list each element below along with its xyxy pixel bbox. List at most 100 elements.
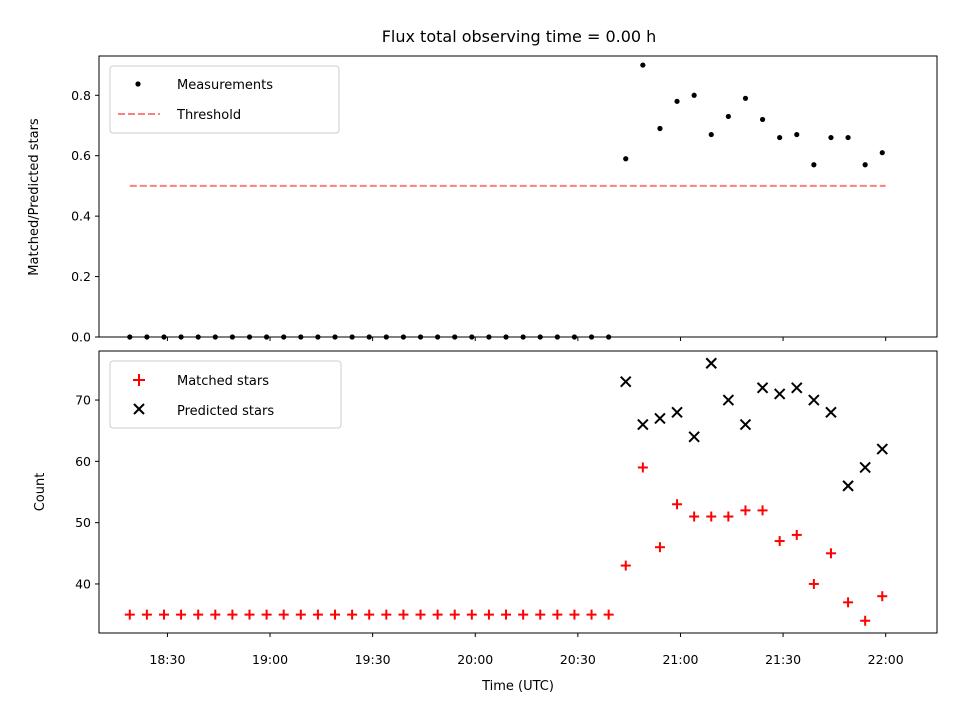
chart-title: Flux total observing time = 0.00 h [382,27,657,46]
top-y-tick-label: 0.4 [71,209,91,224]
measurement-point [811,162,817,168]
matched-stars-point [808,578,819,589]
matched-stars-point [843,597,854,608]
matched-stars-point [791,529,802,540]
predicted-stars-mark-b [688,431,700,443]
predicted-stars-mark-b [654,412,666,425]
matched-stars-point [620,560,631,571]
legend-matched-marker [133,374,145,386]
matched-stars-point [261,609,272,620]
measurement-point [742,95,749,101]
bottom-y-axis-label: Count [33,473,48,512]
matched-stars-point [637,462,648,473]
predicted-stars-point [654,412,666,425]
bottom-y-tick-label: 60 [75,454,91,469]
top-y-axis-label: Matched/Predicted stars [27,118,42,276]
predicted-stars-point [859,461,871,474]
bottom-x-ticks: 18:30 19:00 19:30 20:00 20:30 21:00 21:30 22:00 [149,633,904,667]
measurement-point [623,156,629,162]
predicted-stars-mark-b [705,357,717,369]
predicted-stars-mark-b [620,375,632,388]
matched-stars-point [415,609,426,620]
x-axis-label: Time (UTC) [481,679,554,694]
bottom-y-tick-label: 70 [75,393,91,408]
matched-stars-point [654,542,665,553]
predicted-stars-point [688,431,700,443]
measurement-point [759,116,766,123]
matched-stars-point [860,615,871,626]
bottom-y-ticks: 40 50 60 70 [75,393,99,591]
measurement-point [657,125,663,132]
matched-stars-point [672,499,683,510]
x-tick-label: 19:30 [355,652,391,667]
matched-stars-point [141,609,152,620]
measurement-point [828,134,834,141]
top-y-tick-label: 0.0 [71,330,91,345]
measurement-point [725,113,731,120]
matched-stars-point [176,609,187,620]
matched-stars-point [158,609,169,620]
matched-stars-point [124,609,135,620]
legend-predicted-label: Predicted stars [177,404,274,419]
predicted-stars-point [671,406,683,419]
x-tick-label: 20:00 [457,652,493,667]
matched-stars-point [295,609,306,620]
predicted-stars-point [620,375,632,388]
matched-stars-point [210,609,221,620]
matched-stars-point [518,609,529,620]
measurement-point [845,134,851,141]
matched-stars-point [227,609,238,620]
bottom-legend: Matched stars Predicted stars [109,360,342,429]
matched-stars-point [706,511,717,522]
matched-stars-point [364,609,375,620]
top-y-tick-label: 0.2 [71,269,91,284]
measurement-point [777,134,783,141]
measurement-point [862,162,868,168]
predicted-stars-mark-b [808,394,820,406]
bottom-y-tick-label: 40 [75,576,91,591]
x-tick-label: 21:30 [765,652,801,667]
predicted-stars-mark-b [825,406,837,419]
matched-stars-point [449,609,460,620]
predicted-stars-mark-b [756,382,769,394]
bottom-legend-box [109,360,342,429]
predicted-stars-point [876,443,888,455]
matched-stars-point [466,609,477,620]
predicted-stars-mark-b [722,394,735,406]
top-y-tick-label: 0.8 [71,88,91,103]
predicted-stars-mark-b [773,388,786,400]
measurement-point [674,98,680,104]
matched-stars-point [740,505,751,516]
legend-predicted-marker [133,403,145,415]
matched-stars-point [757,505,768,516]
legend-measurements-marker [135,81,141,87]
matched-stars-point [723,511,734,522]
matched-stars-point [603,609,614,620]
matched-stars-point [501,609,512,620]
x-tick-label: 21:00 [662,652,698,667]
bottom-plot-area [124,357,888,626]
bottom-panel: 40 50 60 70 18:30 19:00 19:30 20:00 20:30 21:00 2… [33,350,938,694]
predicted-stars-mark-b [859,461,871,474]
predicted-stars-mark-b [876,443,888,455]
measurement-point [691,92,697,98]
top-y-tick-label: 0.6 [71,148,91,163]
predicted-stars-point [791,382,803,394]
predicted-stars-mark-b [671,406,683,419]
measurement-point [640,62,646,68]
predicted-stars-point [756,382,769,394]
x-tick-label: 22:00 [868,652,904,667]
top-legend: Measurements Threshold [109,65,340,134]
predicted-stars-point [808,394,820,406]
legend-matched-label: Matched stars [177,374,269,389]
top-y-ticks: 0.0 0.2 0.4 0.6 0.8 [71,88,99,345]
matched-stars-point [432,609,443,620]
predicted-stars-point [637,418,649,431]
bottom-axes-frame [98,350,938,634]
measurement-point [879,150,885,156]
predicted-stars-point [773,388,786,400]
predicted-stars-mark-b [791,382,803,394]
matched-stars-point [774,536,785,547]
predicted-stars-point [739,418,752,431]
matched-stars-point [825,548,836,559]
